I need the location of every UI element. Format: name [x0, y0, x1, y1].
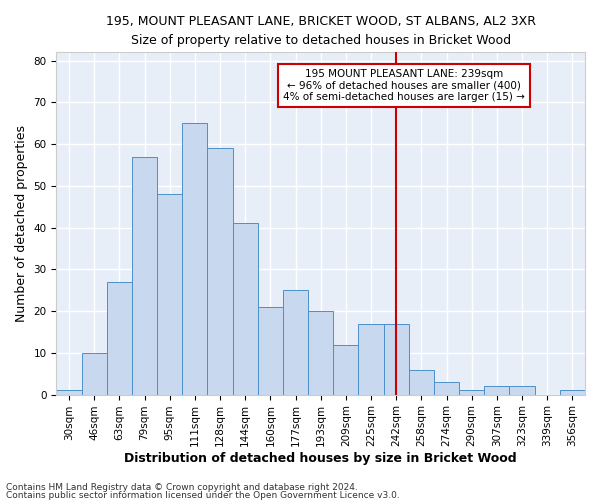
- Bar: [484, 386, 509, 394]
- Bar: [434, 382, 459, 394]
- Bar: [56, 390, 82, 394]
- Bar: [182, 124, 208, 394]
- Y-axis label: Number of detached properties: Number of detached properties: [15, 125, 28, 322]
- Bar: [333, 344, 358, 395]
- Bar: [560, 390, 585, 394]
- Bar: [157, 194, 182, 394]
- Bar: [459, 390, 484, 394]
- Bar: [258, 307, 283, 394]
- Bar: [132, 156, 157, 394]
- Bar: [107, 282, 132, 395]
- Bar: [82, 353, 107, 395]
- X-axis label: Distribution of detached houses by size in Bricket Wood: Distribution of detached houses by size …: [124, 452, 517, 465]
- Title: 195, MOUNT PLEASANT LANE, BRICKET WOOD, ST ALBANS, AL2 3XR
Size of property rela: 195, MOUNT PLEASANT LANE, BRICKET WOOD, …: [106, 15, 536, 47]
- Bar: [208, 148, 233, 394]
- Text: 195 MOUNT PLEASANT LANE: 239sqm
← 96% of detached houses are smaller (400)
4% of: 195 MOUNT PLEASANT LANE: 239sqm ← 96% of…: [283, 69, 525, 102]
- Bar: [283, 290, 308, 395]
- Bar: [409, 370, 434, 394]
- Bar: [233, 224, 258, 394]
- Bar: [308, 311, 333, 394]
- Text: Contains HM Land Registry data © Crown copyright and database right 2024.: Contains HM Land Registry data © Crown c…: [6, 484, 358, 492]
- Bar: [358, 324, 383, 394]
- Text: Contains public sector information licensed under the Open Government Licence v3: Contains public sector information licen…: [6, 490, 400, 500]
- Bar: [509, 386, 535, 394]
- Bar: [383, 324, 409, 394]
